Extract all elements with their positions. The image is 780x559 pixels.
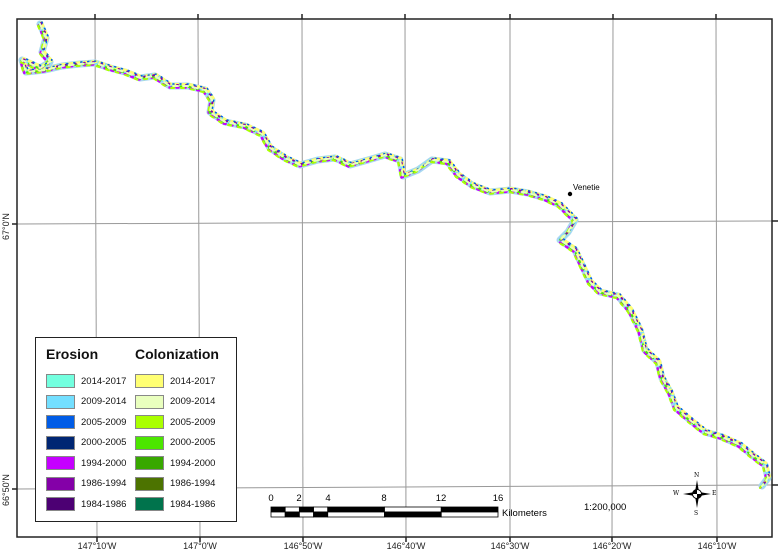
scale-label: 4 xyxy=(325,493,331,504)
frame-ticks xyxy=(12,14,778,542)
scale-bar-segment xyxy=(313,506,329,513)
river-change-stroke xyxy=(21,23,769,487)
scale-bar-segment xyxy=(440,506,499,513)
scale-bar xyxy=(270,506,499,518)
legend-item-erosion: 2009-2014 xyxy=(46,392,126,413)
legend-label: 1986-1994 xyxy=(81,478,127,490)
legend-swatch xyxy=(46,497,75,512)
town-label-venetie: Venetie xyxy=(573,183,600,192)
legend-item-erosion: 1994-2000 xyxy=(46,453,126,474)
legend-swatch xyxy=(135,435,164,450)
legend-swatch xyxy=(46,394,75,409)
meridian-line xyxy=(715,18,718,538)
legend-item-erosion: 2014-2017 xyxy=(46,371,126,392)
compass-w: W xyxy=(673,490,680,497)
longitude-label: 146°20'W xyxy=(592,541,632,551)
legend-swatch xyxy=(46,435,75,450)
legend-label: 1994-2000 xyxy=(170,457,216,469)
legend-item-colonization: 2014-2017 xyxy=(135,371,219,392)
scale-bar-segment xyxy=(298,511,314,518)
scale-bar-segment xyxy=(298,506,314,513)
legend-label: 1994-2000 xyxy=(81,457,127,469)
legend-label: 2009-2014 xyxy=(81,396,127,408)
legend-item-erosion: 2000-2005 xyxy=(46,433,126,454)
scale-bar-segment xyxy=(327,511,385,518)
legend-swatch xyxy=(46,456,75,471)
scale-bar-segment xyxy=(384,511,442,518)
longitude-label: 147°0'W xyxy=(183,541,217,551)
scale-label: 12 xyxy=(435,493,447,504)
meridian-line xyxy=(611,18,614,538)
scale-bar-segment xyxy=(313,511,329,518)
legend-swatch xyxy=(135,374,164,389)
legend-swatch xyxy=(46,374,75,389)
legend-swatch xyxy=(135,415,164,430)
compass-n: N xyxy=(694,472,700,479)
legend-swatch xyxy=(46,415,75,430)
scale-bar-segment xyxy=(284,511,300,518)
map-legend: Erosion 2014-2017 2009-2014 2005-2009 2000-… xyxy=(35,337,237,522)
longitude-label: 146°10'W xyxy=(697,541,737,551)
compass-e: E xyxy=(712,490,717,497)
legend-swatch xyxy=(135,497,164,512)
legend-item-colonization: 2000-2005 xyxy=(135,433,219,454)
legend-item-erosion: 1984-1986 xyxy=(46,494,126,515)
river-change-stroke xyxy=(23,21,771,485)
legend-swatch xyxy=(135,394,164,409)
legend-label: 2014-2017 xyxy=(81,375,127,387)
legend-erosion-column: Erosion 2014-2017 2009-2014 2005-2009 2000-… xyxy=(46,346,126,515)
legend-swatch xyxy=(135,476,164,491)
legend-item-colonization: 2005-2009 xyxy=(135,412,219,433)
legend-label: 1984-1986 xyxy=(81,498,127,510)
legend-swatch xyxy=(135,456,164,471)
scale-unit: Kilometers xyxy=(502,508,547,519)
scale-bar-segment xyxy=(384,506,442,513)
legend-label: 2005-2009 xyxy=(170,416,216,428)
map-frame xyxy=(16,18,773,538)
town-point xyxy=(567,191,573,197)
river-change-polyline xyxy=(18,20,772,490)
legend-label: 2005-2009 xyxy=(81,416,127,428)
legend-swatch xyxy=(46,476,75,491)
longitude-label: 147°10'W xyxy=(77,541,117,551)
graticule xyxy=(16,18,773,538)
legend-label: 1986-1994 xyxy=(170,478,216,490)
legend-item-colonization: 1994-2000 xyxy=(135,453,219,474)
meridian-line xyxy=(404,18,407,538)
legend-label: 2000-2005 xyxy=(170,437,216,449)
legend-item-colonization: 1984-1986 xyxy=(135,494,219,515)
scale-bar-segment xyxy=(327,506,385,513)
scale-bar-segment xyxy=(284,506,300,513)
scale-bar-segment xyxy=(440,511,499,518)
compass-s: S xyxy=(694,510,699,517)
longitude-label: 146°30'W xyxy=(490,541,530,551)
legend-label: 1984-1986 xyxy=(170,498,216,510)
scale-bar-segment xyxy=(270,511,286,518)
latitude-label: 66°50'N xyxy=(1,474,11,506)
compass-rose-icon xyxy=(683,480,711,508)
scale-label: 16 xyxy=(492,493,504,504)
scale-bar-segment xyxy=(270,506,286,513)
parallel-line xyxy=(16,220,773,225)
longitude-label: 146°50'W xyxy=(283,541,323,551)
river-change-stroke xyxy=(19,25,767,489)
legend-colonization-column: Colonization 2014-2017 2009-2014 2005-2009… xyxy=(135,346,219,515)
latitude-label: 67°0'N xyxy=(1,213,11,240)
scale-ratio: 1:200,000 xyxy=(584,502,627,513)
legend-item-erosion: 2005-2009 xyxy=(46,412,126,433)
legend-colonization-title: Colonization xyxy=(135,346,219,362)
meridian-line xyxy=(301,18,304,538)
legend-erosion-title: Erosion xyxy=(46,346,99,362)
legend-label: 2000-2005 xyxy=(81,437,127,449)
legend-item-erosion: 1986-1994 xyxy=(46,474,126,495)
legend-label: 2009-2014 xyxy=(170,396,216,408)
legend-item-colonization: 1986-1994 xyxy=(135,474,219,495)
legend-item-colonization: 2009-2014 xyxy=(135,392,219,413)
scale-label: 2 xyxy=(296,493,302,504)
scale-label: 8 xyxy=(381,493,387,504)
longitude-label: 146°40'W xyxy=(386,541,426,551)
scale-label: 0 xyxy=(268,493,274,504)
legend-label: 2014-2017 xyxy=(170,375,216,387)
